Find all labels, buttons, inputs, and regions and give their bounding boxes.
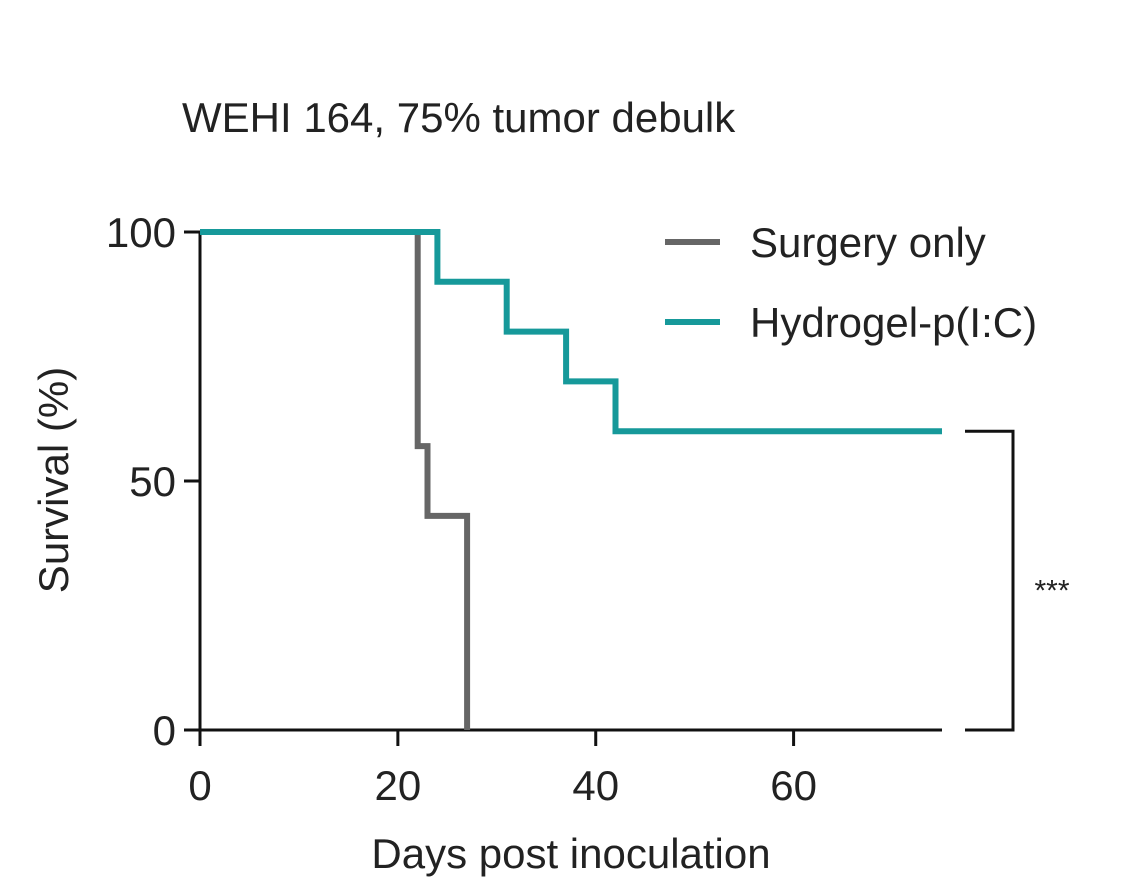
x-tick-label: 60 [770,762,817,809]
x-tick-label: 20 [375,762,422,809]
series-line-surgery-only [200,229,471,730]
y-tick-label: 50 [129,458,176,505]
series-line-hydrogel [200,229,942,435]
y-tick-label: 0 [153,707,176,754]
significance-label: *** [1034,575,1069,608]
legend-label: Hydrogel-p(I:C) [750,299,1037,346]
significance-bracket [965,429,1015,732]
legend-label: Surgery only [750,219,986,266]
chart-title: WEHI 164, 75% tumor debulk [182,94,736,141]
x-tick-label: 40 [572,762,619,809]
annotation-layer: *** [965,429,1070,732]
legend: Surgery only Hydrogel-p(I:C) [665,219,1037,346]
x-tick-label: 0 [188,762,211,809]
axes: 0 20 40 60 0 50 100 [106,209,942,809]
x-axis-label: Days post inoculation [371,830,770,877]
y-tick-label: 100 [106,209,176,256]
series-layer [200,229,942,730]
y-axis-label: Survival (%) [30,367,77,593]
